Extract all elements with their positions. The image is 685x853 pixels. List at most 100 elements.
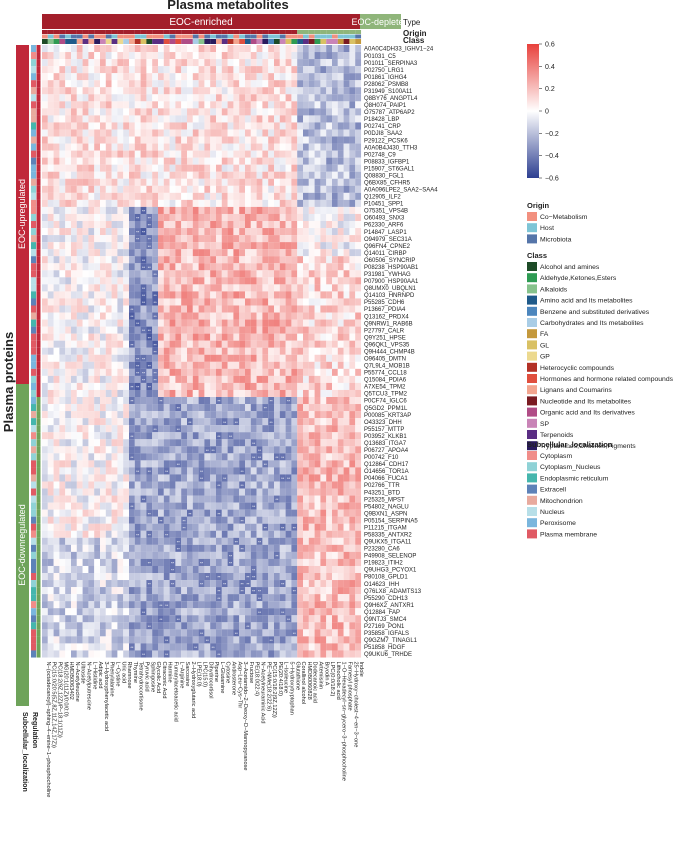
heatmap-cell xyxy=(88,150,95,158)
heatmap-cell xyxy=(332,87,338,95)
heatmap-cell xyxy=(320,608,327,616)
heatmap-cell xyxy=(181,488,188,496)
heatmap-cell xyxy=(105,397,112,405)
heatmap-cell xyxy=(134,171,141,179)
heatmap-cell xyxy=(233,136,240,144)
heatmap-cell xyxy=(42,298,48,306)
heatmap-cell xyxy=(181,164,188,172)
heatmap-cell xyxy=(76,213,83,222)
heatmap-cell xyxy=(65,587,72,595)
heatmap-cell xyxy=(233,608,240,616)
heatmap-cell xyxy=(152,411,159,419)
heatmap-cell xyxy=(94,551,101,559)
type-cell xyxy=(117,30,124,34)
heatmap-cell xyxy=(123,558,130,567)
heatmap-cell xyxy=(158,474,164,482)
heatmap-cell xyxy=(245,94,251,102)
heatmap-cell xyxy=(88,418,95,426)
heatmap-cell xyxy=(337,122,344,130)
heatmap-cell xyxy=(134,340,141,348)
heatmap-cell xyxy=(233,446,240,454)
heatmap-cell xyxy=(291,185,298,193)
heatmap-cell xyxy=(303,101,309,109)
heatmap-cell xyxy=(158,319,164,327)
heatmap-cell xyxy=(285,185,292,193)
regulation-cell xyxy=(36,228,41,236)
heatmap-cell xyxy=(129,256,135,264)
heatmap-cell xyxy=(71,87,77,95)
heatmap-cell xyxy=(343,157,350,165)
heatmap-cell xyxy=(123,143,130,151)
heatmap-cell xyxy=(181,129,188,137)
heatmap-cell xyxy=(82,284,89,292)
heatmap-cell xyxy=(233,425,240,433)
heatmap-cell xyxy=(239,368,246,376)
heatmap-cell xyxy=(71,467,77,475)
heatmap-cell xyxy=(279,73,286,81)
heatmap-cell xyxy=(175,368,182,376)
heatmap-cell xyxy=(332,242,338,250)
heatmap-cell xyxy=(297,622,304,630)
heatmap-cell xyxy=(163,52,170,60)
heatmap-cell xyxy=(268,277,275,285)
heatmap-cell xyxy=(332,263,338,271)
heatmap-cell xyxy=(355,256,362,264)
heatmap-cell xyxy=(134,157,141,165)
heatmap-cell xyxy=(297,284,304,292)
heatmap-cell xyxy=(65,523,72,531)
heatmap-cell xyxy=(239,228,246,236)
heatmap-cell xyxy=(274,136,280,144)
heatmap-cell xyxy=(210,52,217,60)
heatmap-cell xyxy=(94,502,101,510)
heatmap-cell xyxy=(192,467,199,475)
heatmap-cell xyxy=(297,263,304,271)
heatmap-cell xyxy=(337,558,344,567)
heatmap-cell xyxy=(94,432,101,440)
heatmap-cell xyxy=(59,573,66,581)
heatmap-cell xyxy=(152,45,159,53)
heatmap-cell xyxy=(169,178,176,186)
heatmap-cell xyxy=(274,481,280,489)
heatmap-cell xyxy=(349,397,356,405)
heatmap-cell xyxy=(117,277,124,285)
heatmap-cell xyxy=(291,340,298,348)
heatmap-cell xyxy=(129,143,135,151)
heatmap-cell xyxy=(221,263,228,271)
heatmap-cell xyxy=(210,319,217,327)
heatmap-cell xyxy=(262,580,269,588)
heatmap-cell xyxy=(262,474,269,482)
heatmap-cell xyxy=(42,45,48,53)
heatmap-cell xyxy=(216,164,222,172)
heatmap-cell xyxy=(65,608,72,616)
heatmap-cell xyxy=(239,629,246,637)
heatmap-cell xyxy=(227,213,234,222)
heatmap-cell xyxy=(245,615,251,623)
heatmap-cell xyxy=(250,52,257,60)
heatmap-cell xyxy=(221,192,228,200)
heatmap-cell xyxy=(82,291,89,299)
heatmap-cell xyxy=(314,66,321,74)
heatmap-cell xyxy=(42,171,48,179)
heatmap-cell xyxy=(192,629,199,637)
heatmap-cell xyxy=(216,601,222,609)
heatmap-cell xyxy=(94,157,101,165)
heatmap-cell xyxy=(221,185,228,193)
heatmap-cell xyxy=(332,157,338,165)
heatmap-cell xyxy=(88,580,95,588)
heatmap-cell xyxy=(314,312,321,320)
heatmap-cell xyxy=(332,298,338,306)
heatmap-cell xyxy=(204,242,211,250)
heatmap-cell xyxy=(181,284,188,292)
heatmap-cell xyxy=(355,425,362,433)
origin-cell xyxy=(268,34,275,39)
heatmap-cell xyxy=(163,481,170,489)
heatmap-cell xyxy=(308,418,315,426)
heatmap-cell xyxy=(285,629,292,637)
heatmap-cell xyxy=(216,375,222,383)
heatmap-cell xyxy=(152,143,159,151)
heatmap-cell xyxy=(308,460,315,468)
heatmap-cell xyxy=(332,340,338,348)
heatmap-cell xyxy=(117,446,124,454)
type-cell xyxy=(42,30,48,34)
heatmap-cell xyxy=(94,66,101,74)
